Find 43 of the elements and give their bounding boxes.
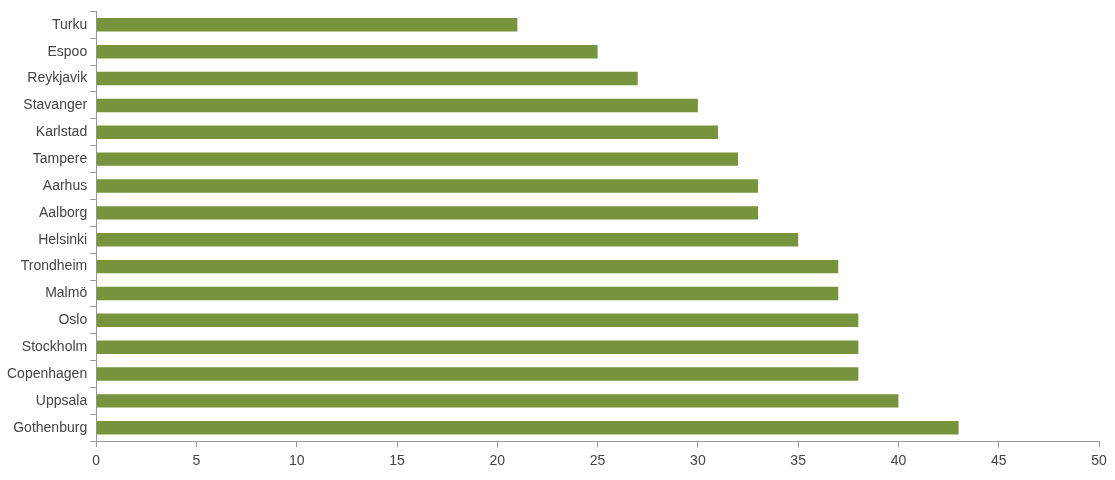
y-tick-label: Oslo bbox=[58, 311, 88, 328]
y-tick-label: Aalborg bbox=[38, 203, 88, 220]
x-tick-label: 35 bbox=[790, 452, 807, 469]
bar bbox=[96, 394, 899, 408]
bar bbox=[96, 18, 518, 32]
x-tick-label: 10 bbox=[288, 452, 305, 469]
y-tick-label: Aarhus bbox=[42, 176, 88, 193]
y-tick-label: Turku bbox=[51, 15, 88, 32]
x-tick-label: 5 bbox=[192, 452, 201, 469]
x-tick-label: 20 bbox=[489, 452, 506, 469]
y-tick-label: Helsinki bbox=[38, 230, 88, 247]
x-tick-label: 50 bbox=[1091, 452, 1107, 469]
bar bbox=[96, 340, 859, 354]
y-tick-label: Karlstad bbox=[35, 123, 88, 140]
bar bbox=[96, 313, 859, 328]
y-tick-label: Tampere bbox=[32, 150, 88, 166]
bar bbox=[96, 125, 718, 139]
bar bbox=[96, 44, 598, 59]
bar bbox=[96, 367, 859, 381]
y-tick-label: Reykjavik bbox=[27, 69, 89, 86]
bar bbox=[96, 233, 799, 247]
x-tick-label: 25 bbox=[589, 452, 606, 469]
bar bbox=[96, 421, 959, 435]
y-tick-label: Trondheim bbox=[20, 257, 88, 274]
y-tick-label: Stockholm bbox=[21, 338, 88, 355]
y-tick-label: Copenhagen bbox=[7, 364, 88, 381]
bar bbox=[96, 98, 698, 113]
y-tick-label: Uppsala bbox=[35, 391, 88, 408]
x-tick-label: 30 bbox=[690, 452, 706, 469]
x-tick-label: 15 bbox=[389, 452, 406, 469]
y-tick-label: Espoo bbox=[47, 42, 88, 59]
x-tick-label: 45 bbox=[990, 452, 1007, 469]
bar bbox=[96, 179, 759, 193]
bar bbox=[96, 152, 738, 166]
bar bbox=[96, 286, 839, 301]
x-tick-label: 40 bbox=[890, 452, 907, 469]
y-tick-label: Gothenburg bbox=[13, 418, 88, 435]
bar bbox=[96, 259, 839, 274]
x-tick-label: 0 bbox=[92, 452, 101, 469]
bar bbox=[96, 71, 638, 86]
y-tick-label: Malmö bbox=[45, 284, 88, 301]
bar bbox=[96, 206, 759, 220]
y-tick-label: Stavanger bbox=[23, 96, 88, 113]
